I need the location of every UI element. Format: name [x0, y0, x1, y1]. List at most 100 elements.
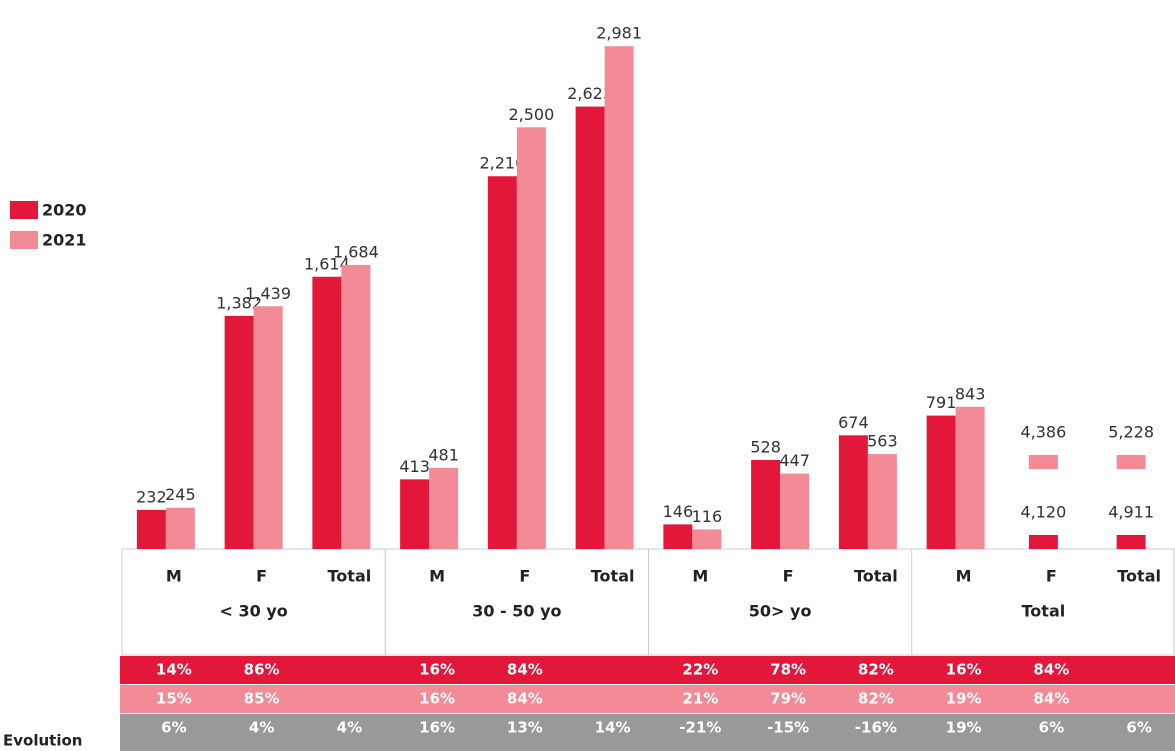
- value-label: 563: [867, 432, 898, 451]
- x-tick-label: M: [166, 567, 182, 586]
- bar: [516, 127, 546, 549]
- bar: [253, 306, 283, 549]
- table-cell: 6%: [1126, 719, 1151, 737]
- table-cell: 4%: [337, 719, 362, 737]
- value-label: 1,382: [216, 293, 262, 312]
- group-label: 50> yo: [749, 602, 812, 621]
- value-label: 674: [838, 413, 869, 432]
- value-label: 146: [663, 502, 694, 521]
- table-cell: 86%: [244, 661, 280, 679]
- bar: [341, 264, 371, 549]
- value-label: 481: [428, 445, 459, 464]
- value-label: 232: [136, 487, 167, 506]
- bar-token: [1116, 455, 1146, 469]
- bar: [165, 507, 195, 549]
- value-label: 528: [750, 437, 781, 456]
- group-label: Total: [1022, 602, 1066, 621]
- x-tick-label: M: [956, 567, 972, 586]
- value-label: 843: [955, 384, 986, 403]
- bar: [224, 315, 254, 549]
- legend-swatch: [10, 231, 38, 249]
- table-cell: 6%: [1039, 719, 1064, 737]
- table-row: [120, 714, 1175, 751]
- x-tick-label: F: [783, 567, 794, 586]
- x-tick-label: F: [1046, 567, 1057, 586]
- table-cell: 19%: [946, 690, 982, 708]
- bar: [751, 459, 781, 549]
- value-label: 2,623: [567, 84, 613, 103]
- value-label: 2,500: [508, 105, 554, 124]
- table-cell: 16%: [419, 719, 455, 737]
- table-cell: 78%: [770, 661, 806, 679]
- bar-token: [1028, 455, 1058, 469]
- bar: [692, 529, 722, 549]
- table-cell: 16%: [419, 690, 455, 708]
- table-cell: 14%: [595, 719, 631, 737]
- table-cell: -16%: [855, 719, 897, 737]
- x-tick-label: Total: [328, 567, 372, 586]
- bar: [926, 415, 956, 549]
- legend-swatch: [10, 201, 38, 219]
- bar: [136, 509, 166, 549]
- table-cell: 84%: [507, 690, 543, 708]
- value-label: 791: [926, 393, 957, 412]
- table-cell: 13%: [507, 719, 543, 737]
- value-label: 116: [692, 507, 723, 526]
- value-label: 1,684: [333, 242, 379, 261]
- value-label: 1,439: [245, 284, 291, 303]
- table-cell: 15%: [156, 690, 192, 708]
- x-tick-label: Total: [591, 567, 635, 586]
- bar: [400, 479, 430, 549]
- table-cell: 14%: [156, 661, 192, 679]
- table-row: [120, 685, 1175, 713]
- table-cell: 79%: [770, 690, 806, 708]
- x-tick-label: F: [519, 567, 530, 586]
- x-tick-label: F: [256, 567, 267, 586]
- table-cell: 21%: [682, 690, 718, 708]
- value-label: 4,120: [1020, 503, 1066, 522]
- row-label: Evolution: [3, 732, 82, 750]
- value-label: 413: [399, 457, 430, 476]
- value-label: 447: [779, 451, 810, 470]
- bar: [867, 454, 897, 549]
- group-label: 30 - 50 yo: [472, 602, 561, 621]
- bar: [604, 46, 634, 550]
- table-cell: 22%: [682, 661, 718, 679]
- value-label: 4,386: [1020, 423, 1066, 442]
- bar: [429, 467, 459, 549]
- table-cell: 16%: [946, 661, 982, 679]
- bar: [955, 406, 985, 549]
- value-label: 4,911: [1108, 503, 1154, 522]
- bar: [575, 106, 605, 549]
- group-label: < 30 yo: [220, 602, 288, 621]
- bar: [663, 524, 693, 549]
- value-label: 245: [165, 485, 196, 504]
- table-cell: 82%: [858, 690, 894, 708]
- x-tick-label: M: [429, 567, 445, 586]
- bar: [312, 276, 342, 549]
- bar: [487, 176, 517, 549]
- table-row: [120, 656, 1175, 684]
- table-cell: 85%: [244, 690, 280, 708]
- legend-label: 2021: [42, 231, 87, 250]
- x-tick-label: Total: [854, 567, 898, 586]
- table-cell: 84%: [1033, 690, 1069, 708]
- table-cell: 82%: [858, 661, 894, 679]
- bar: [838, 435, 868, 549]
- legend-label: 2020: [42, 201, 87, 220]
- bar-token: [1028, 535, 1058, 549]
- value-label: 2,210: [479, 154, 525, 173]
- table-cell: 4%: [249, 719, 274, 737]
- table-cell: 19%: [946, 719, 982, 737]
- value-label: 5,228: [1108, 423, 1154, 442]
- bar: [780, 473, 810, 549]
- x-tick-label: Total: [1117, 567, 1161, 586]
- table-cell: -15%: [767, 719, 809, 737]
- table-cell: 6%: [161, 719, 186, 737]
- table-cell: 84%: [1033, 661, 1069, 679]
- x-tick-label: M: [692, 567, 708, 586]
- value-label: 2,981: [596, 24, 642, 43]
- table-cell: 16%: [419, 661, 455, 679]
- value-label: 1,614: [304, 254, 350, 273]
